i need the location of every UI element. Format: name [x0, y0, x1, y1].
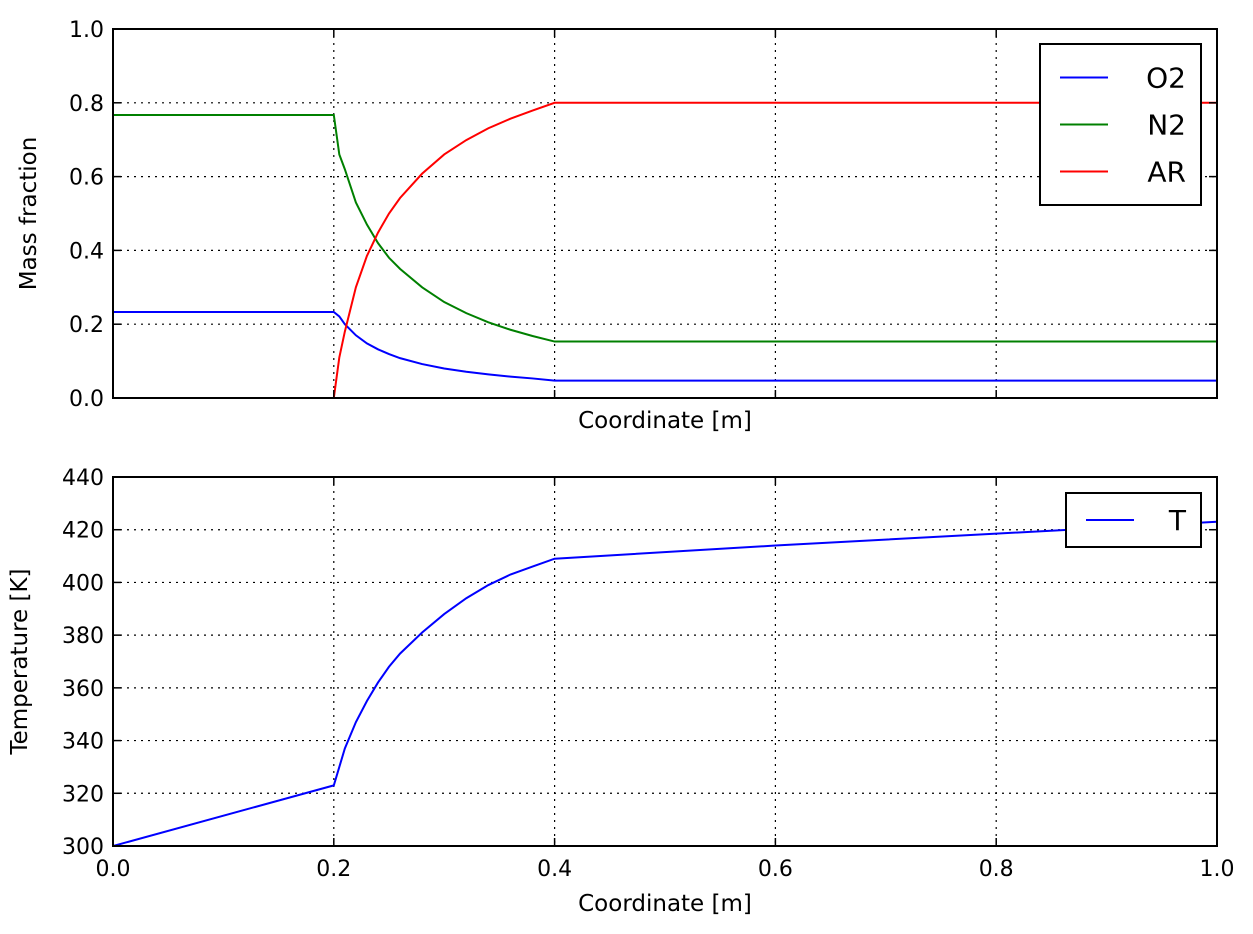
x-tick-label: 1.0 [1200, 857, 1235, 882]
plot-frame [112, 28, 1218, 399]
plot-frame [112, 476, 1218, 847]
x-tick-label: 0.2 [316, 857, 351, 882]
y-tick-label: 0.2 [69, 313, 104, 338]
y-tick-label: 360 [62, 677, 104, 702]
y-tick-label: 400 [62, 571, 104, 596]
y-tick-label: 1.0 [69, 18, 104, 43]
series-line-o2 [113, 311, 1217, 382]
legend-label-ar: AR [1147, 156, 1186, 189]
y-tick-label: 380 [62, 624, 104, 649]
y-tick-label: 420 [62, 519, 104, 544]
x-tick-label: 0.6 [758, 857, 793, 882]
temperature-panel: 0.0 0.2 0.4 0.6 0.8 1.0 300 320 340 360 380 400 420 4… [7, 466, 1235, 917]
series-line-t [113, 520, 1217, 846]
y-tick-label: 300 [62, 835, 104, 860]
series-group [113, 101, 1217, 398]
x-axis-label: Coordinate [m] [578, 891, 752, 917]
legend-label-t: T [1168, 504, 1187, 537]
y-tick-label: 0.8 [69, 92, 104, 117]
y-tick-label: 0.6 [69, 166, 104, 191]
series-line-n2 [113, 113, 1217, 343]
y-tick-label: 0.4 [69, 239, 104, 264]
y-tick-label: 340 [62, 730, 104, 755]
legend: T [1065, 492, 1202, 548]
x-tick-label: 0.4 [537, 857, 572, 882]
x-axis-label: Coordinate [m] [578, 408, 752, 434]
y-axis-label: Mass fraction [16, 137, 42, 291]
legend-label-n2: N2 [1147, 109, 1186, 142]
y-axis-label: Temperature [K] [7, 568, 33, 755]
y-tick-label: 320 [62, 782, 104, 807]
legend-label-o2: O2 [1146, 62, 1186, 95]
series-group [113, 520, 1217, 846]
x-tick-label: 0.8 [979, 857, 1014, 882]
series-line-ar [113, 101, 1217, 398]
legend: O2 N2 AR [1039, 43, 1202, 206]
y-tick-label: 440 [62, 466, 104, 491]
x-tick-label: 0.0 [96, 857, 131, 882]
mass-fraction-panel: 0.0 0.2 0.4 0.6 0.8 1.0 Coordinate [m] Mass fra… [16, 18, 1218, 434]
y-tick-label: 0.0 [69, 387, 104, 412]
